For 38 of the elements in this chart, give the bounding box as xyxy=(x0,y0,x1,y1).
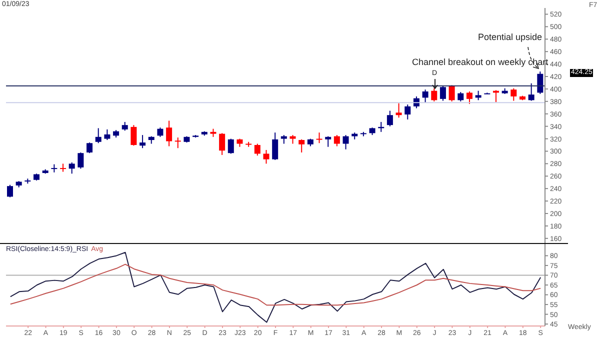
candlestick xyxy=(228,138,234,154)
candlestick xyxy=(528,82,534,102)
candlestick xyxy=(386,110,393,127)
candlestick xyxy=(298,138,305,153)
candlestick xyxy=(263,149,270,164)
candlestick xyxy=(342,134,349,150)
line-series xyxy=(10,252,542,323)
candlestick xyxy=(174,137,181,149)
candlestick xyxy=(448,84,455,102)
candlestick xyxy=(104,128,110,141)
candlestick xyxy=(272,132,278,160)
candlestick xyxy=(78,152,84,170)
annotation: Channel breakout on weekly chart xyxy=(412,57,548,68)
candlestick xyxy=(254,143,260,156)
candlestick xyxy=(130,124,137,146)
candlestick xyxy=(325,136,332,148)
candlestick xyxy=(510,88,517,102)
candlestick xyxy=(86,142,93,154)
candlestick xyxy=(60,163,66,172)
candlestick xyxy=(440,85,446,102)
candlestick xyxy=(466,90,472,104)
annotation: Potential upside xyxy=(478,32,542,43)
candlestick xyxy=(219,132,226,156)
candlestick xyxy=(7,184,13,198)
candlestick xyxy=(396,102,402,118)
candlestick xyxy=(458,92,464,102)
candlestick xyxy=(316,132,322,144)
candlestick xyxy=(475,90,482,101)
line-series xyxy=(10,264,542,306)
candlestick xyxy=(422,89,428,104)
candlestick xyxy=(166,120,172,147)
candlestick xyxy=(95,128,102,144)
candlestick xyxy=(334,134,340,147)
candlestick xyxy=(140,134,146,149)
candlestick xyxy=(157,127,164,138)
candlestick xyxy=(68,162,75,174)
candlestick xyxy=(404,104,411,120)
candlestick xyxy=(537,71,544,94)
